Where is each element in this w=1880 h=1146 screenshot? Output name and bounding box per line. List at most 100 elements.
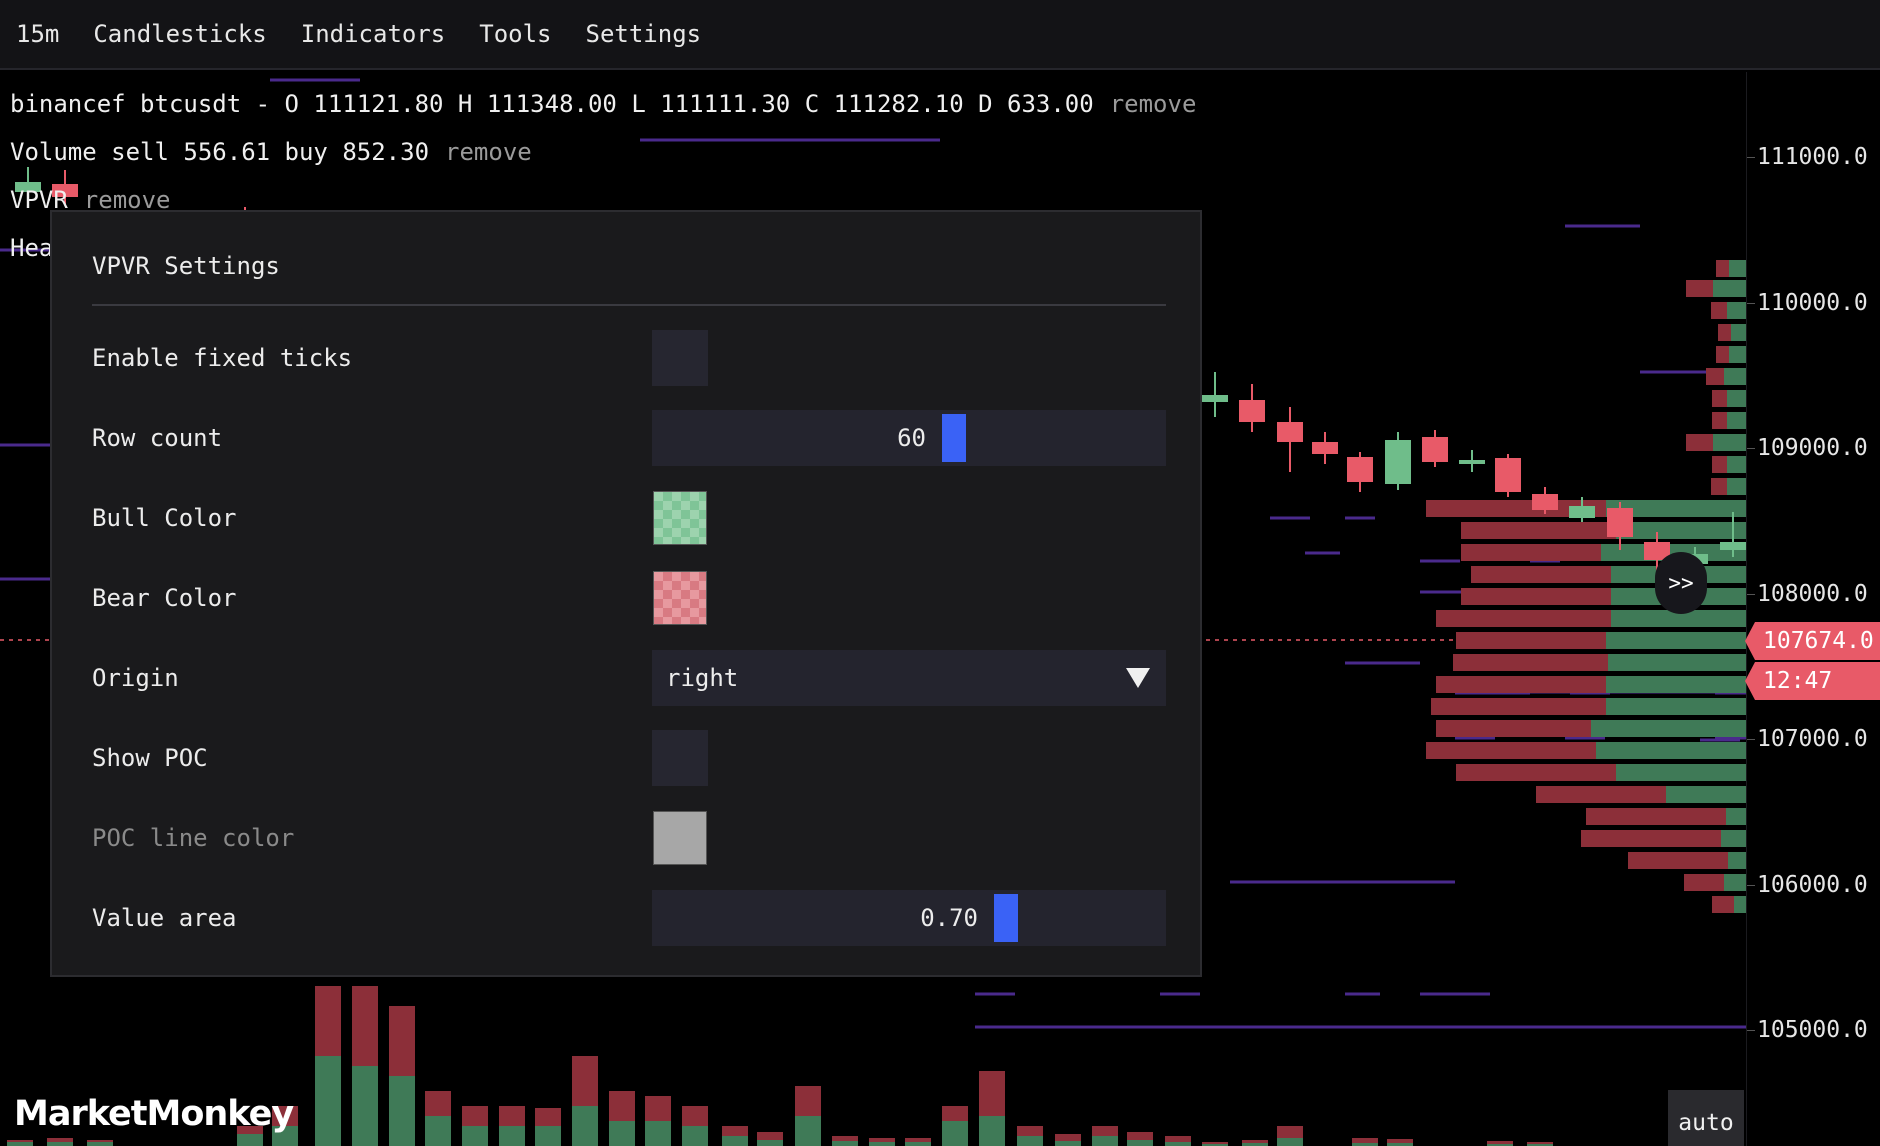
vpvr-bear-bar xyxy=(1456,764,1616,781)
row-count-slider[interactable]: 60 xyxy=(652,410,1166,466)
bear-candle xyxy=(52,184,78,197)
price-axis[interactable]: 111000.0 110000.0 109000.0 108000.0 1070… xyxy=(1745,72,1880,1146)
slider-thumb[interactable] xyxy=(994,894,1018,942)
vpvr-bear-bar xyxy=(1431,698,1606,715)
price-label: 109000.0 xyxy=(1757,435,1868,461)
volume-sell-bar xyxy=(795,1086,821,1116)
vpvr-bull-bar xyxy=(1724,368,1746,385)
vpvr-bear-bar xyxy=(1461,588,1611,605)
origin-label: Origin xyxy=(92,664,179,692)
vpvr-bull-bar xyxy=(1606,632,1746,649)
volume-sell-bar xyxy=(1387,1139,1413,1143)
volume-buy-bar xyxy=(1202,1144,1228,1146)
bear-color-label: Bear Color xyxy=(92,584,237,612)
dialog-title: VPVR Settings xyxy=(92,252,280,280)
legend-vpvr: VPVR remove xyxy=(10,186,171,214)
price-label: 106000.0 xyxy=(1757,872,1868,898)
volume-buy-bar xyxy=(1092,1136,1118,1146)
remove-candles-link[interactable]: remove xyxy=(1109,90,1197,118)
menu-indicators[interactable]: Indicators xyxy=(300,20,446,48)
vpvr-bear-bar xyxy=(1684,874,1724,891)
bull-candle xyxy=(1385,440,1411,484)
vpvr-bear-bar xyxy=(1586,808,1726,825)
vpvr-bear-bar xyxy=(1718,324,1731,341)
auto-scale-button[interactable]: auto xyxy=(1668,1090,1744,1146)
vpvr-bull-bar xyxy=(1734,896,1746,913)
volume-buy-bar xyxy=(572,1106,598,1146)
value-area-slider[interactable]: 0.70 xyxy=(652,890,1166,946)
show-poc-label: Show POC xyxy=(92,744,208,772)
volume-sell-bar xyxy=(572,1056,598,1106)
expand-toggle-button[interactable]: >> xyxy=(1655,552,1707,614)
vpvr-bear-bar xyxy=(1461,544,1601,561)
menu-interval[interactable]: 15m xyxy=(16,20,60,48)
poc-color-swatch[interactable] xyxy=(653,811,707,865)
vpvr-bear-bar xyxy=(1471,566,1611,583)
vpvr-bull-bar xyxy=(1713,280,1746,297)
bear-color-swatch[interactable] xyxy=(653,571,707,625)
slider-thumb[interactable] xyxy=(942,414,966,462)
vpvr-bull-bar xyxy=(1724,874,1746,891)
bull-candle xyxy=(1720,542,1746,550)
vpvr-bull-bar xyxy=(1606,676,1746,693)
vpvr-bull-bar xyxy=(1721,830,1746,847)
vpvr-bear-bar xyxy=(1712,412,1727,429)
volume-sell-bar xyxy=(869,1138,895,1142)
bull-color-swatch[interactable] xyxy=(653,491,707,545)
volume-buy-bar xyxy=(237,1134,263,1146)
legend-volume: Volume sell 556.61 buy 852.30 remove xyxy=(10,138,532,166)
vpvr-bear-bar xyxy=(1712,896,1734,913)
legend-heatmap-text: Hea xyxy=(10,234,54,262)
vpvr-bull-bar xyxy=(1727,478,1746,495)
remove-volume-link[interactable]: remove xyxy=(445,138,532,166)
bear-candle xyxy=(1312,442,1338,454)
volume-buy-bar xyxy=(1242,1143,1268,1146)
volume-sell-bar xyxy=(87,1140,113,1142)
bear-candle xyxy=(1495,458,1521,492)
volume-sell-bar xyxy=(352,986,378,1066)
volume-sell-bar xyxy=(1165,1136,1191,1142)
volume-sell-bar xyxy=(1092,1126,1118,1136)
price-label: 108000.0 xyxy=(1757,581,1868,607)
vpvr-bear-bar xyxy=(1456,632,1606,649)
vpvr-bull-bar xyxy=(1731,324,1746,341)
vpvr-bull-bar xyxy=(1616,764,1746,781)
price-label: 107000.0 xyxy=(1757,726,1868,752)
volume-buy-bar xyxy=(682,1126,708,1146)
fixed-ticks-checkbox[interactable] xyxy=(652,330,708,386)
menu-chart-type[interactable]: Candlesticks xyxy=(93,20,267,48)
vpvr-bear-bar xyxy=(1716,346,1729,363)
menu-settings[interactable]: Settings xyxy=(585,20,702,48)
candle-countdown-tag: 12:47 xyxy=(1745,662,1880,700)
vpvr-settings-dialog: VPVR Settings Enable fixed ticks Row cou… xyxy=(50,210,1202,977)
vpvr-bear-bar xyxy=(1686,434,1713,451)
volume-buy-bar xyxy=(1165,1142,1191,1146)
volume-sell-bar xyxy=(7,1140,33,1142)
row-count-label: Row count xyxy=(92,424,223,452)
top-menu-bar: 15m Candlesticks Indicators Tools Settin… xyxy=(0,0,1880,70)
remove-vpvr-link[interactable]: remove xyxy=(83,186,171,214)
show-poc-checkbox[interactable] xyxy=(652,730,708,786)
volume-buy-bar xyxy=(47,1142,73,1146)
volume-sell-bar xyxy=(1202,1142,1228,1144)
vpvr-bear-bar xyxy=(1461,522,1616,539)
origin-select[interactable]: right xyxy=(652,650,1166,706)
vpvr-bull-bar xyxy=(1728,852,1746,869)
volume-buy-bar xyxy=(609,1121,635,1146)
volume-sell-bar xyxy=(1277,1126,1303,1138)
vpvr-bear-bar xyxy=(1712,390,1727,407)
vpvr-bull-bar xyxy=(1727,302,1746,319)
bear-candle xyxy=(1532,494,1558,510)
volume-sell-bar xyxy=(315,986,341,1056)
dropdown-caret-icon xyxy=(1126,668,1150,688)
volume-buy-bar xyxy=(645,1121,671,1146)
vpvr-bull-bar xyxy=(1596,742,1746,759)
volume-buy-bar xyxy=(979,1116,1005,1146)
poc-color-label: POC line color xyxy=(92,824,295,852)
vpvr-bear-bar xyxy=(1436,720,1591,737)
volume-buy-bar xyxy=(1527,1144,1553,1146)
menu-tools[interactable]: Tools xyxy=(479,20,552,48)
current-price-tag: 107674.0 xyxy=(1745,622,1880,660)
volume-sell-bar xyxy=(832,1136,858,1141)
volume-buy-bar xyxy=(1277,1138,1303,1146)
